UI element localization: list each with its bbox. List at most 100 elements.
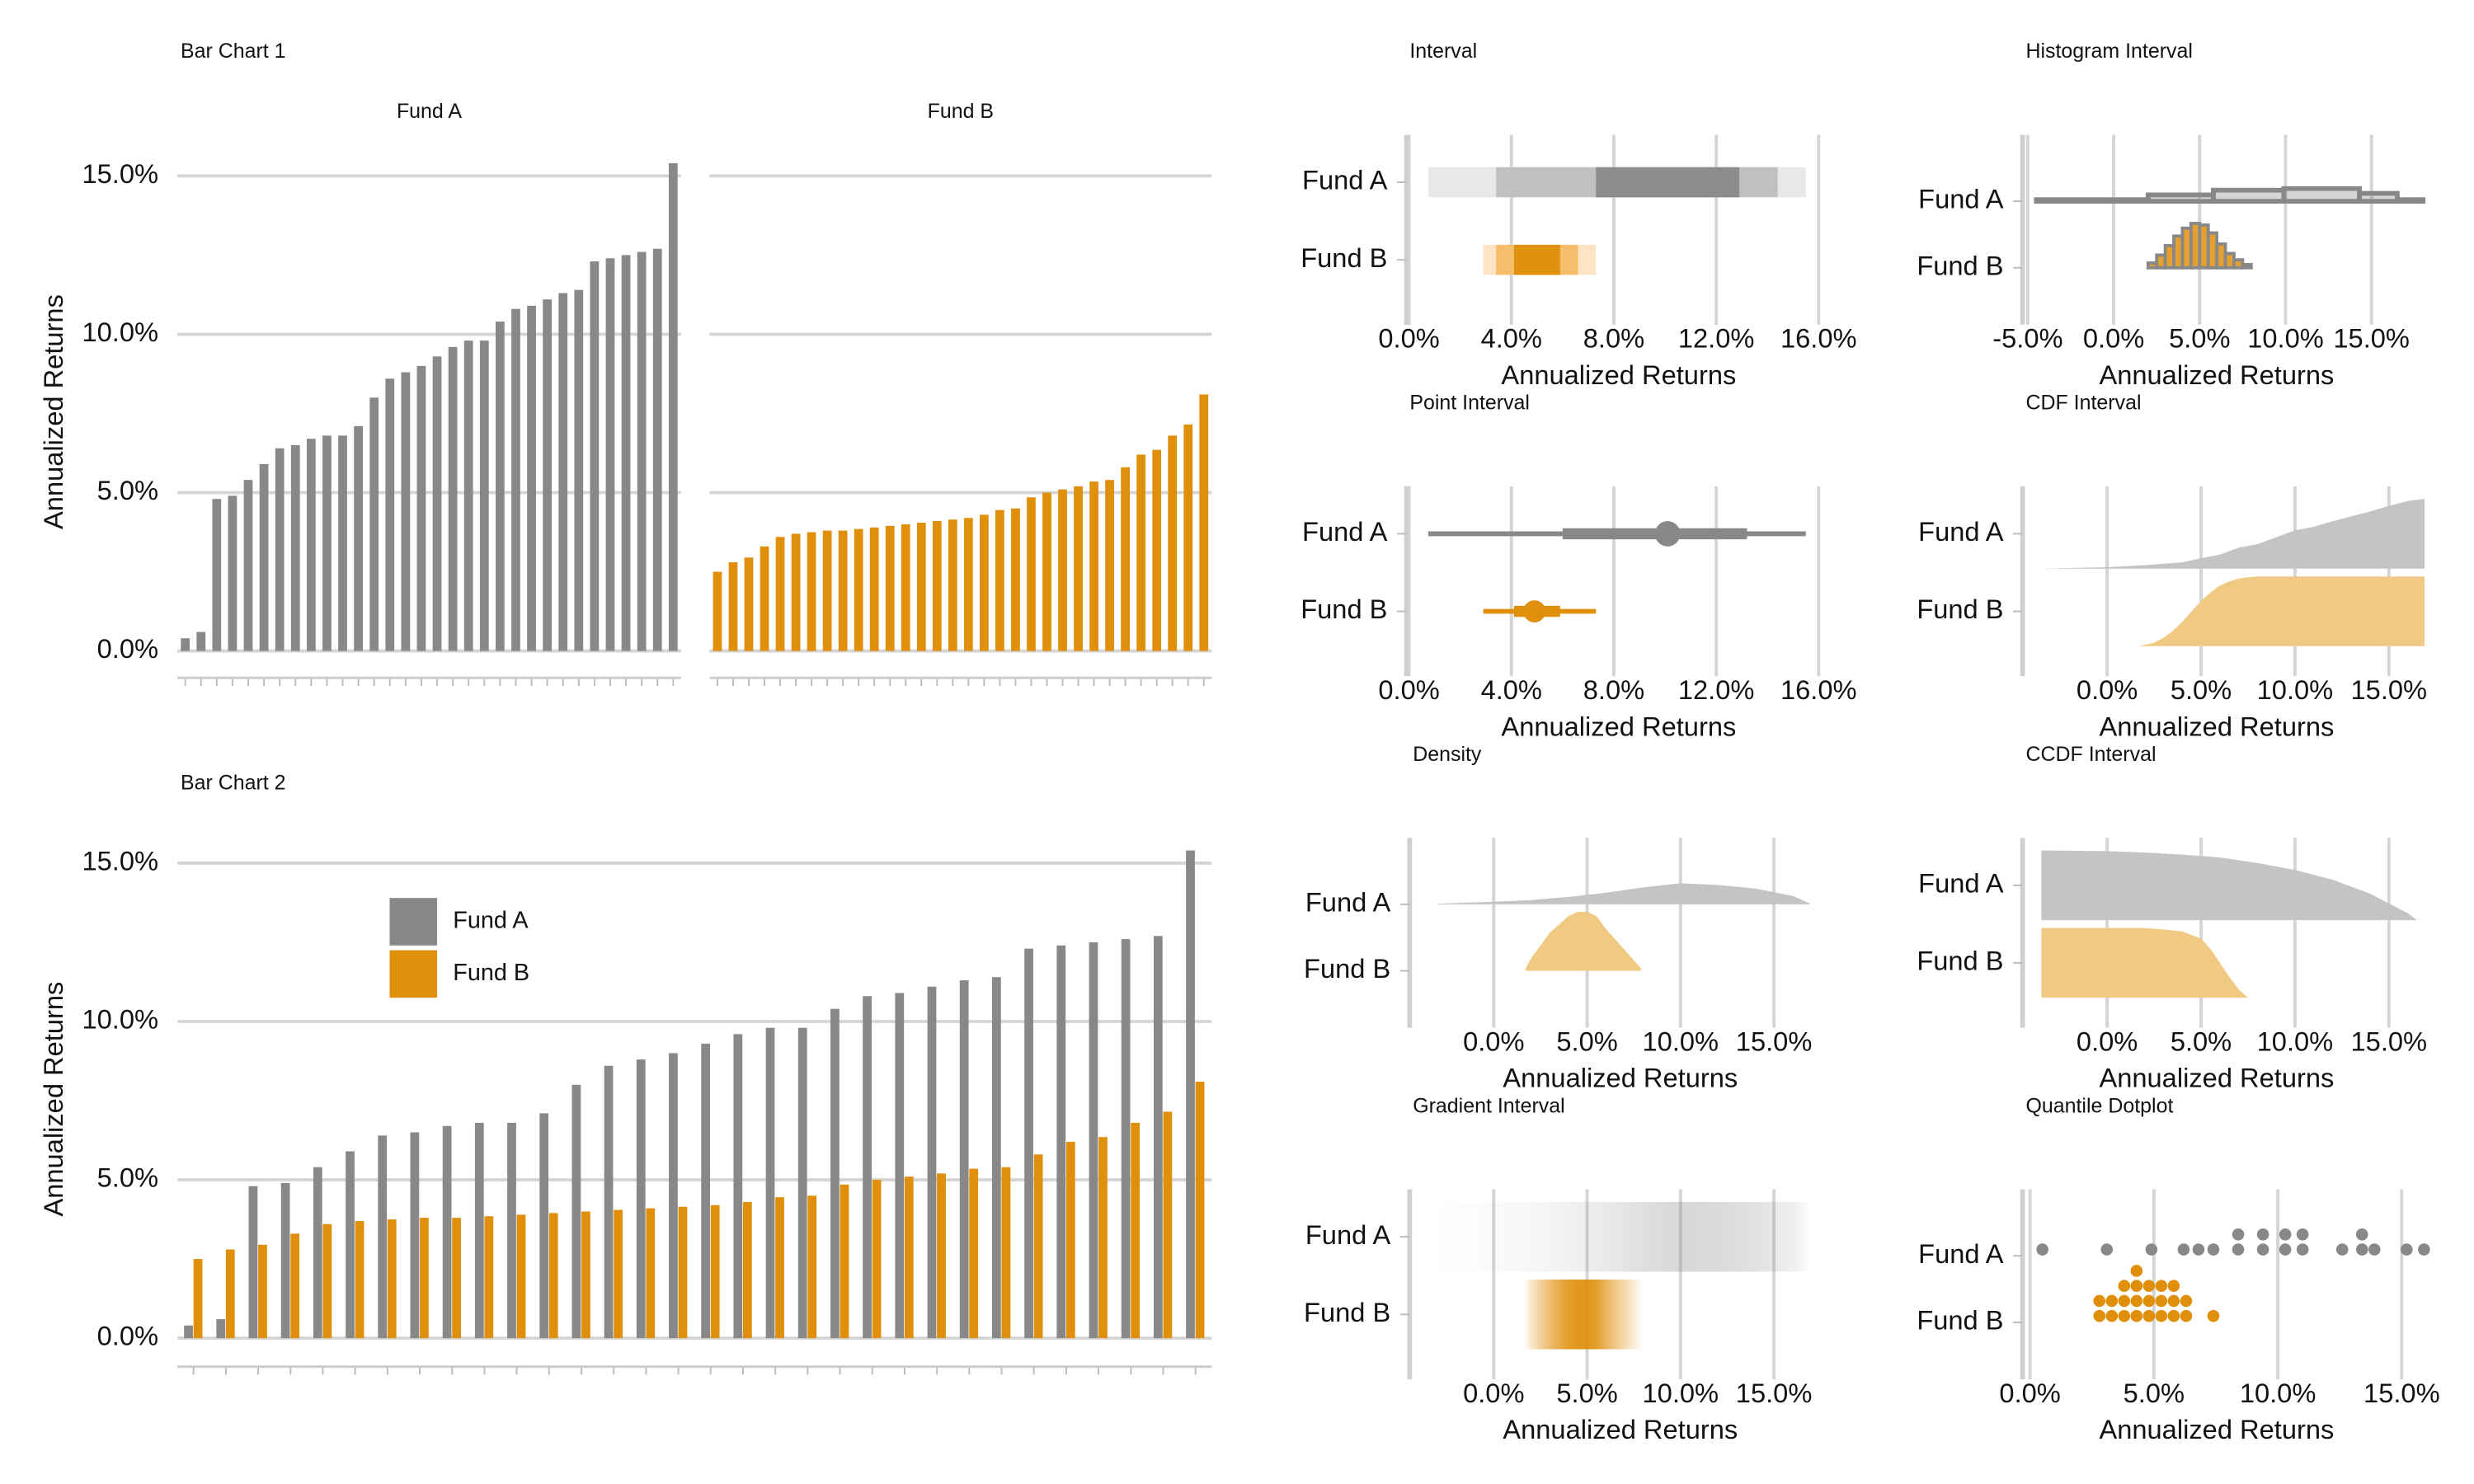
bar [765, 1027, 775, 1339]
dot [2105, 1309, 2119, 1322]
dot [2207, 1309, 2220, 1322]
bar [838, 530, 848, 651]
bar [991, 977, 1001, 1339]
bar [338, 435, 347, 651]
category-label: Fund B [1300, 242, 1387, 273]
bar [313, 1167, 322, 1339]
x-tick-label: 0.0% [2077, 674, 2138, 705]
x-tick-label: 5.0% [2171, 674, 2232, 705]
bar [1183, 424, 1193, 651]
x-tick-label: 12.0% [1678, 323, 1755, 354]
x-tick-label: 10.0% [2257, 674, 2334, 705]
x-axis-label: Annualized Returns [1501, 711, 1736, 741]
dot [2093, 1309, 2106, 1322]
dot [2279, 1228, 2292, 1241]
dot [2167, 1280, 2180, 1293]
x-tick-label: 8.0% [1583, 323, 1644, 354]
bar [863, 996, 872, 1339]
bar [669, 1053, 678, 1339]
bar [322, 435, 332, 651]
bar [937, 1173, 946, 1339]
bar [543, 299, 553, 651]
bar [775, 537, 785, 651]
bar [1186, 850, 1195, 1339]
bar [354, 425, 363, 651]
bar [1089, 481, 1098, 651]
chart-title: Bar Chart 1 [181, 40, 286, 63]
x-tick-label: 15.0% [2363, 1378, 2440, 1408]
x-tick-label: 4.0% [1481, 323, 1542, 354]
histogram-bar [2211, 187, 2287, 204]
bar [872, 1180, 882, 1339]
dot [2118, 1294, 2131, 1308]
bar [636, 1059, 646, 1339]
x-tick-label: 5.0% [1556, 1378, 1617, 1408]
category-label: Fund A [1918, 184, 2004, 214]
dot [2180, 1294, 2193, 1308]
y-tick-label: 15.0% [82, 158, 158, 189]
bar [604, 1065, 614, 1339]
dot [2192, 1243, 2205, 1256]
bar [527, 305, 536, 651]
bar [420, 1218, 429, 1339]
bar [637, 251, 647, 651]
x-axis-label: Annualized Returns [2099, 359, 2334, 390]
gradient-interval [1525, 1280, 1642, 1350]
panel-title: CCDF Interval [2025, 743, 2156, 766]
ccdf-area [2041, 850, 2417, 921]
bar [193, 1259, 203, 1339]
dot [2418, 1243, 2430, 1256]
bar [290, 1233, 300, 1339]
category-label: Fund B [1300, 594, 1387, 624]
bar [516, 1214, 526, 1339]
bar [228, 495, 238, 651]
bar [355, 1220, 365, 1339]
y-tick-label: 10.0% [82, 1004, 158, 1035]
dot [2130, 1309, 2143, 1322]
bar [713, 571, 722, 651]
bar [1131, 1122, 1141, 1339]
x-tick-label: 5.0% [2171, 1026, 2232, 1057]
bar [1121, 939, 1131, 1339]
bar [463, 340, 473, 651]
histogram-bar [2395, 197, 2426, 204]
x-axis-label: Annualized Returns [2099, 711, 2334, 741]
dot [2130, 1265, 2143, 1277]
bar [181, 638, 190, 651]
bar [590, 261, 600, 651]
y-tick-label: 5.0% [97, 1162, 158, 1193]
bar [646, 1208, 656, 1339]
bar [678, 1206, 688, 1339]
x-tick-label: -5.0% [1992, 323, 2062, 354]
bar [1153, 936, 1163, 1339]
point [1523, 600, 1546, 622]
bar [932, 521, 942, 651]
bar [448, 346, 458, 651]
bar [401, 372, 411, 651]
legend-label: Fund B [453, 960, 529, 986]
bar [1121, 467, 1131, 651]
bar [969, 1168, 979, 1339]
bar [495, 322, 505, 651]
bar [895, 993, 905, 1339]
x-tick-label: 15.0% [1736, 1026, 1813, 1057]
bar [744, 557, 754, 651]
dot [2130, 1294, 2143, 1308]
bar [830, 1008, 840, 1339]
panel-title: CDF Interval [2025, 392, 2141, 415]
y-tick-label: 5.0% [97, 475, 158, 505]
facet-label: Fund A [397, 100, 462, 123]
bar [581, 1211, 590, 1339]
bar [1199, 394, 1209, 651]
bar [797, 1027, 807, 1339]
category-label: Fund A [1305, 1219, 1391, 1250]
category-label: Fund B [1917, 946, 2003, 976]
panel-title: Interval [1409, 40, 1477, 63]
chart-title: Bar Chart 2 [181, 771, 286, 794]
point [1654, 521, 1681, 547]
bar [1027, 497, 1036, 651]
bar [196, 632, 206, 651]
panel-title: Histogram Interval [2025, 40, 2192, 63]
panel-title: Quantile Dotplot [2025, 1094, 2173, 1117]
bar [948, 519, 957, 651]
